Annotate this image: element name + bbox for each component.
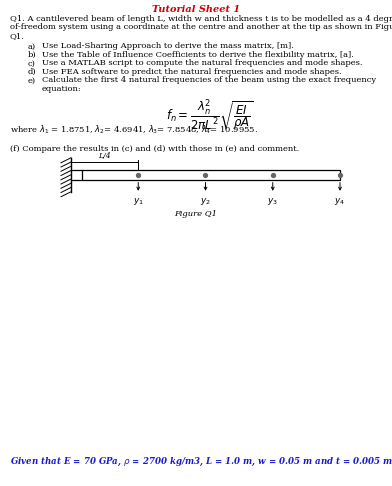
- Text: Use the Table of Influence Coefficients to derive the flexibility matrix, [a].: Use the Table of Influence Coefficients …: [42, 51, 354, 59]
- Text: $y_1$: $y_1$: [133, 196, 144, 207]
- Text: a): a): [28, 42, 36, 51]
- Text: L/4: L/4: [98, 152, 111, 160]
- Text: (f) Compare the results in (c) and (d) with those in (e) and comment.: (f) Compare the results in (c) and (d) w…: [10, 145, 299, 153]
- Text: Given that E = 70 GPa, $\rho$ = 2700 kg/m3, L = 1.0 m, w = 0.05 m and t = 0.005 : Given that E = 70 GPa, $\rho$ = 2700 kg/…: [10, 456, 392, 468]
- Bar: [82, 170, 340, 180]
- Text: d): d): [28, 68, 36, 76]
- Text: Tutorial Sheet 1: Tutorial Sheet 1: [152, 5, 240, 14]
- Text: $y_4$: $y_4$: [334, 196, 346, 207]
- Text: Figure Q1: Figure Q1: [174, 210, 218, 218]
- Text: where $\lambda_1$ = 1.8751, $\lambda_2$= 4.6941, $\lambda_3$= 7.8548, $\lambda_4: where $\lambda_1$ = 1.8751, $\lambda_2$=…: [10, 123, 258, 136]
- Text: c): c): [28, 59, 36, 68]
- Text: $y_2$: $y_2$: [200, 196, 211, 207]
- Text: equation:: equation:: [42, 85, 82, 93]
- Text: Use FEA software to predict the natural frequencies and mode shapes.: Use FEA software to predict the natural …: [42, 68, 341, 76]
- Text: Q1.: Q1.: [10, 32, 25, 40]
- Text: Calculate the first 4 natural frequencies of the beam using the exact frequency: Calculate the first 4 natural frequencie…: [42, 76, 376, 85]
- Text: of-freedom system using a coordinate at the centre and another at the tip as sho: of-freedom system using a coordinate at …: [10, 23, 392, 32]
- Text: Use a MATLAB script to compute the natural frequencies and mode shapes.: Use a MATLAB script to compute the natur…: [42, 59, 363, 68]
- Text: Use Load-Sharing Approach to derive the mass matrix, [m].: Use Load-Sharing Approach to derive the …: [42, 42, 294, 51]
- Text: b): b): [28, 51, 36, 59]
- Text: e): e): [28, 76, 36, 85]
- Text: $f_n = \dfrac{\lambda_n^2}{2\pi L^2}\sqrt{\dfrac{EI}{\rho A}}$: $f_n = \dfrac{\lambda_n^2}{2\pi L^2}\sqr…: [166, 98, 254, 133]
- Text: $y_3$: $y_3$: [267, 196, 278, 207]
- Text: Q1. A cantilevered beam of length L, width w and thickness t is to be modelled a: Q1. A cantilevered beam of length L, wid…: [10, 15, 392, 23]
